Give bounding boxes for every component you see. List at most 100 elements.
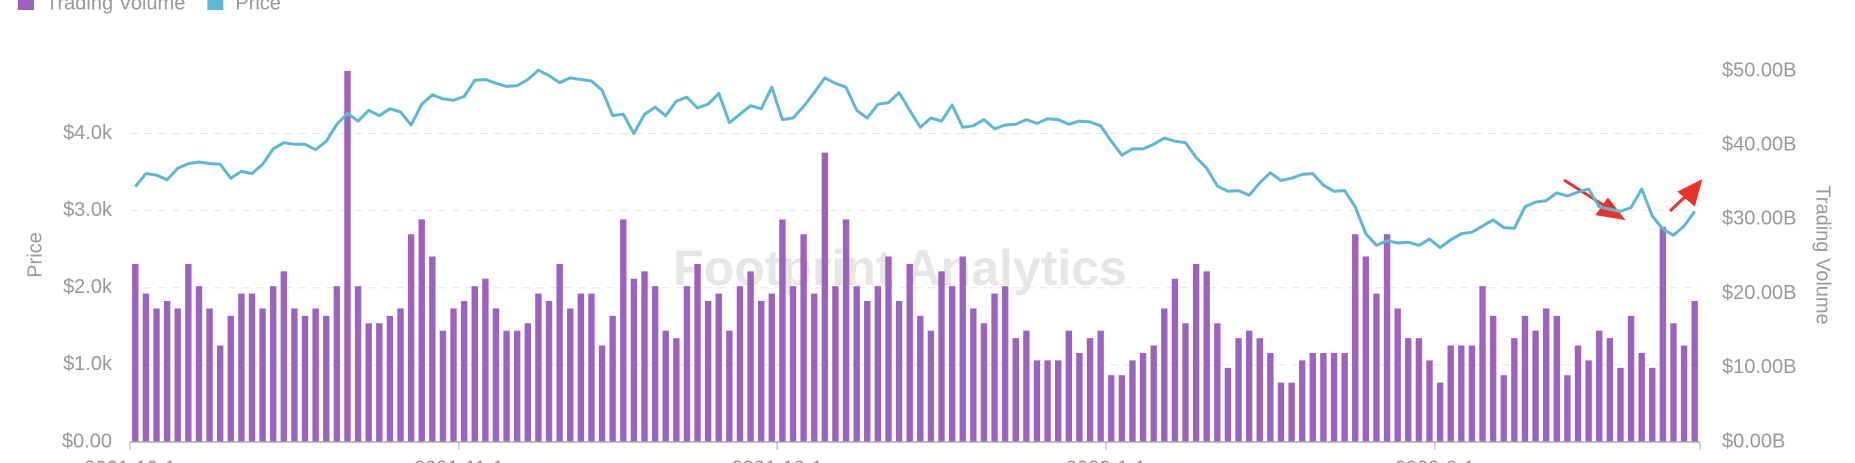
bar: [1182, 323, 1189, 442]
bar: [386, 315, 394, 442]
bar: [736, 286, 744, 442]
bar: [1458, 345, 1465, 442]
bar: [1108, 375, 1115, 442]
bar: [280, 271, 288, 442]
y2-tick-label: $0.00B: [1722, 430, 1785, 452]
bar: [492, 308, 500, 442]
bar: [323, 315, 330, 442]
bar: [163, 301, 171, 442]
bar: [959, 256, 966, 442]
bar: [651, 286, 659, 442]
bar: [768, 293, 775, 442]
bar: [513, 330, 521, 442]
bar: [259, 308, 266, 442]
bar: [270, 286, 277, 442]
bar: [1585, 360, 1592, 442]
bar: [1171, 278, 1179, 442]
bar: [1033, 360, 1041, 442]
bar: [1012, 338, 1019, 442]
bar: [662, 330, 669, 442]
bar: [1659, 226, 1667, 442]
bar: [1076, 352, 1083, 442]
bar: [1055, 360, 1062, 442]
legend-label: Price: [235, 0, 281, 14]
bar: [1150, 345, 1157, 442]
bar: [1383, 234, 1391, 442]
bar: [471, 286, 478, 442]
bar: [545, 301, 553, 442]
bar: [895, 301, 903, 442]
bar: [853, 286, 860, 442]
bar: [715, 293, 722, 442]
bar: [620, 219, 627, 442]
bar: [1542, 308, 1550, 442]
bar: [482, 278, 489, 442]
bar: [598, 345, 606, 442]
legend-label: Trading Volume: [46, 0, 185, 14]
bar: [1129, 360, 1136, 442]
bar: [503, 330, 510, 442]
bar: [238, 293, 245, 442]
bar: [864, 301, 871, 442]
bar: [418, 219, 425, 442]
bar: [1001, 286, 1009, 442]
bar: [789, 286, 797, 442]
bar: [142, 293, 150, 442]
bar: [1309, 352, 1317, 442]
bar: [938, 271, 945, 442]
bar: [1086, 338, 1094, 442]
x-tick-label: 2022-2-1: [1395, 457, 1475, 463]
x-tick-label: 2022-1-1: [1066, 457, 1146, 463]
bar: [1617, 367, 1624, 442]
bar: [397, 308, 404, 442]
bar: [1627, 315, 1635, 442]
bar: [726, 330, 733, 442]
bar: [556, 263, 563, 442]
legend-swatch: [207, 0, 224, 10]
price-line: [134, 68, 1696, 250]
bar: [1468, 345, 1476, 442]
bar: [874, 286, 882, 442]
bar: [1203, 271, 1210, 442]
y-axis-title: Price: [24, 232, 46, 278]
bar: [1139, 352, 1147, 442]
bar: [1288, 382, 1295, 442]
bar: [1479, 286, 1486, 442]
bar: [301, 315, 309, 442]
bar: [132, 263, 139, 442]
bar: [1574, 345, 1582, 442]
bar: [450, 308, 457, 442]
bar: [248, 293, 256, 442]
bar: [980, 323, 988, 442]
bar: [439, 330, 447, 442]
bar: [206, 308, 213, 442]
bar: [641, 271, 648, 442]
bar: [1564, 375, 1571, 442]
bar: [588, 293, 595, 442]
y-tick-label: $2.0k: [63, 276, 113, 298]
bar: [153, 308, 160, 442]
bar: [704, 301, 712, 442]
bar: [683, 286, 691, 442]
bar: [1436, 382, 1444, 442]
bar: [1415, 338, 1423, 442]
bar: [1373, 293, 1380, 442]
bar: [365, 323, 372, 442]
bar: [1214, 323, 1221, 442]
bar: [460, 301, 468, 442]
arrow-head: [1677, 179, 1703, 207]
bar: [630, 278, 638, 442]
bar: [1553, 315, 1560, 442]
bar: [1649, 367, 1656, 442]
bar: [429, 256, 436, 442]
bar: [1426, 360, 1433, 442]
bar: [1447, 345, 1454, 442]
y2-tick-label: $50.00B: [1722, 59, 1797, 81]
bar: [535, 293, 542, 442]
bar: [216, 345, 224, 442]
bar: [609, 315, 616, 442]
bar: [1320, 352, 1327, 442]
bar: [312, 308, 319, 442]
bar: [1606, 338, 1614, 442]
y-tick-label: $1.0k: [63, 353, 113, 375]
